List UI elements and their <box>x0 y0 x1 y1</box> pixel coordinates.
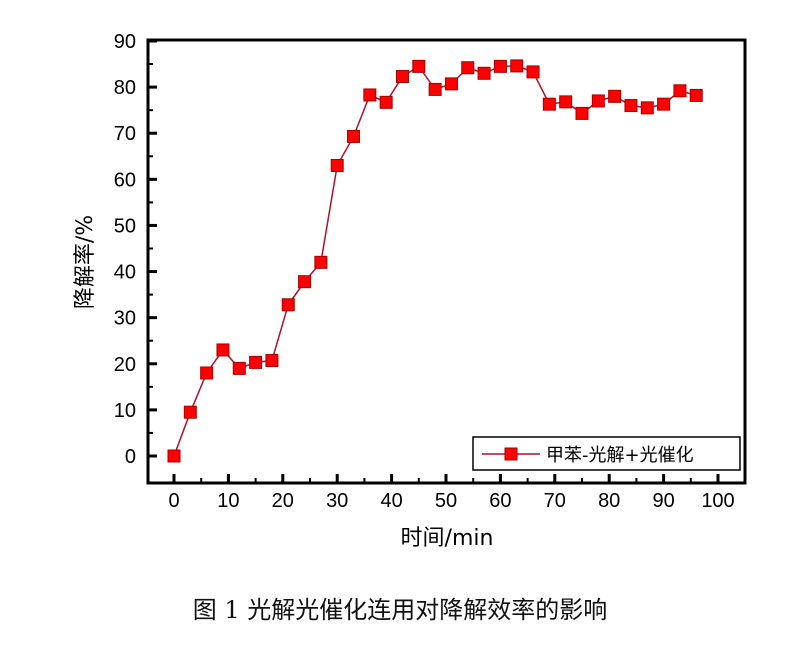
y-tick-label: 0 <box>125 446 136 468</box>
data-point <box>281 298 295 312</box>
data-point <box>591 94 605 108</box>
data-point <box>689 88 703 102</box>
data-point <box>477 66 491 80</box>
data-point <box>624 99 638 113</box>
y-tick-label: 40 <box>114 262 136 284</box>
data-point <box>298 275 312 289</box>
data-point <box>526 65 540 79</box>
figure-caption: 图 1 光解光催化连用对降解效率的影响 <box>192 596 608 624</box>
data-point <box>216 343 230 357</box>
x-tick-label: 80 <box>598 490 620 512</box>
y-tick-label: 10 <box>114 400 136 422</box>
legend-label: 甲苯-光解+光催化 <box>546 445 694 466</box>
data-point <box>395 70 409 84</box>
y-tick-label: 90 <box>114 31 136 53</box>
x-tick-label: 20 <box>272 490 294 512</box>
x-tick-label: 60 <box>489 490 511 512</box>
data-point <box>640 101 654 115</box>
data-point <box>444 77 458 91</box>
y-tick-label: 50 <box>114 215 136 237</box>
y-axis-label: 降解率/% <box>73 215 98 309</box>
data-point <box>200 366 214 380</box>
data-point <box>167 449 181 463</box>
data-point <box>461 61 475 75</box>
x-tick-label: 0 <box>168 490 179 512</box>
y-tick-label: 60 <box>114 169 136 191</box>
data-point <box>314 255 328 269</box>
legend-marker <box>504 447 518 461</box>
data-point <box>330 159 344 172</box>
x-tick-label: 50 <box>435 490 457 512</box>
data-point <box>363 88 377 102</box>
data-point <box>379 95 393 109</box>
data-point <box>428 82 442 96</box>
y-tick-label: 70 <box>114 123 136 145</box>
data-point <box>559 95 573 109</box>
data-point <box>510 59 524 73</box>
x-tick-label: 30 <box>326 490 348 512</box>
y-tick-label: 30 <box>114 308 136 330</box>
plot-frame <box>146 38 747 485</box>
x-tick-label: 90 <box>652 490 674 512</box>
data-point <box>493 59 507 73</box>
data-point <box>657 97 671 111</box>
data-point <box>575 106 589 120</box>
data-point <box>542 97 556 111</box>
y-tick-label: 80 <box>114 77 136 99</box>
x-axis-label: 时间/min <box>401 526 494 551</box>
x-tick-label: 70 <box>544 490 566 512</box>
data-point <box>232 361 246 375</box>
data-point <box>412 59 426 73</box>
x-tick-label: 40 <box>380 490 402 512</box>
series-line <box>173 65 697 457</box>
data-point <box>265 354 279 368</box>
data-point <box>608 89 622 103</box>
data-point <box>249 355 263 369</box>
data-point <box>347 129 361 143</box>
y-tick-label: 20 <box>114 354 136 376</box>
data-point <box>673 84 687 98</box>
data-point <box>183 405 197 419</box>
legend: 甲苯-光解+光催化 <box>472 436 741 471</box>
x-tick-label: 10 <box>217 490 239 512</box>
x-tick-label: 100 <box>701 490 734 512</box>
